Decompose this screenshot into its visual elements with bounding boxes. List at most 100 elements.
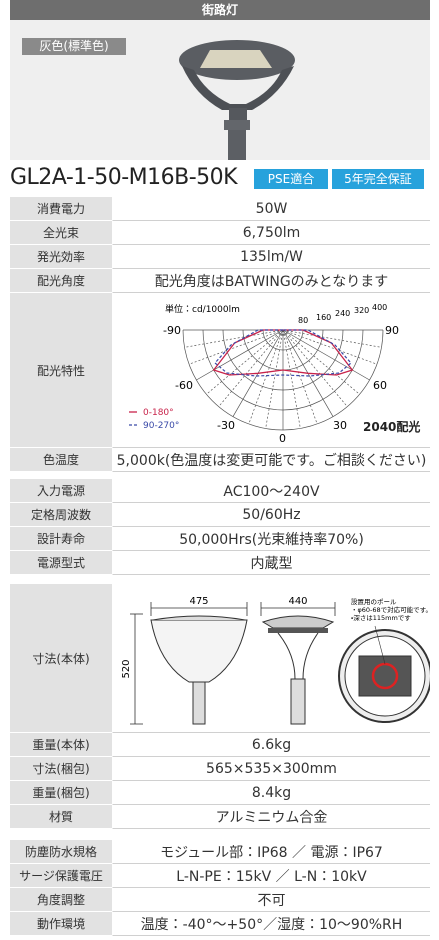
polar-chart: 単位：cd/1000lm 80 160 240 320 400 -90 90 -… bbox=[129, 303, 420, 445]
spec-label: 動作環境 bbox=[10, 912, 112, 935]
dimension-drawing: 475 440 520 設置用のポール ・φ60-68で対応可能です。 ・深さは… bbox=[121, 596, 430, 725]
spec-value: 温度：-40°〜+50°／湿度：10〜90%RH bbox=[112, 912, 430, 936]
spec-label: 電源型式 bbox=[10, 551, 112, 574]
spec-value: 6.6kg bbox=[112, 733, 430, 757]
spec-label: 消費電力 bbox=[10, 197, 112, 220]
shape-line bbox=[265, 329, 284, 429]
shape-line bbox=[218, 329, 284, 407]
shape-line bbox=[282, 329, 382, 348]
spec-row: 配光角度 配光角度はBATWINGのみとなります bbox=[10, 269, 430, 293]
spec-value: 5,000k(色温度は変更可能です。ご相談ください) bbox=[112, 448, 430, 472]
shape-line bbox=[282, 329, 301, 429]
radial-tick: 400 bbox=[372, 303, 387, 312]
lamp-illustration bbox=[179, 40, 295, 160]
spec-value: 475 440 520 設置用のポール ・φ60-68で対応可能です。 ・深さは… bbox=[112, 584, 430, 733]
shape-path bbox=[182, 66, 294, 110]
spec-value: AC100〜240V bbox=[112, 479, 430, 503]
spec-label: 色温度 bbox=[10, 448, 112, 471]
angle-label: 90 bbox=[385, 324, 399, 337]
shape-line bbox=[374, 625, 386, 665]
spec-value: モジュール部：IP68 ／ 電源：IP67 bbox=[112, 840, 430, 864]
spec-table: 入力電源 AC100〜240V 定格周波数 50/60Hz 設計寿命 50,000Hrs(… bbox=[10, 479, 430, 575]
spec-row: サージ保護電圧 L-N-PE：15kV ／ L-N：10kV bbox=[10, 864, 430, 888]
distribution-note: 2040配光 bbox=[363, 419, 420, 434]
shape-line bbox=[282, 329, 370, 381]
shape-line bbox=[184, 329, 284, 348]
spec-label: 配光角度 bbox=[10, 269, 112, 292]
shape-rect bbox=[229, 108, 247, 120]
shape-line bbox=[282, 329, 348, 407]
header-title: 街路灯 bbox=[10, 0, 430, 20]
spec-value: 50,000Hrs(光束維持率70%) bbox=[112, 527, 430, 551]
shape-g bbox=[182, 329, 384, 431]
spec-label: 全光束 bbox=[10, 221, 112, 244]
angle-label: -30 bbox=[217, 419, 235, 432]
spec-table: 寸法(本体) 475 440 520 設置用のポール ・φ60-68で対応可能で… bbox=[10, 584, 430, 829]
spec-label: 重量(本体) bbox=[10, 733, 112, 756]
spec-value: 不可 bbox=[112, 888, 430, 912]
legend-label: 90-270° bbox=[143, 421, 179, 431]
unit-label: 単位：cd/1000lm bbox=[165, 303, 240, 315]
spec-row: 動作環境 温度：-40°〜+50°／湿度：10〜90%RH bbox=[10, 912, 430, 936]
color-label: 灰色(標準色) bbox=[22, 38, 126, 55]
shape-line bbox=[206, 329, 284, 395]
badge: PSE適合 bbox=[254, 169, 328, 189]
spec-label: 寸法(本体) bbox=[10, 584, 112, 732]
spec-value: 配光角度はBATWINGのみとなります bbox=[112, 269, 430, 293]
spec-row: 配光特性 単位：cd/1000lm 80 160 240 320 400 -90… bbox=[10, 293, 430, 448]
spec-label: 発光効率 bbox=[10, 245, 112, 268]
spec-label: 材質 bbox=[10, 805, 112, 828]
spec-row: 発光効率 135lm/W bbox=[10, 245, 430, 269]
spec-label: 寸法(梱包) bbox=[10, 757, 112, 780]
shape-rect bbox=[192, 681, 206, 725]
spec-value: 単位：cd/1000lm 80 160 240 320 400 -90 90 -… bbox=[112, 293, 430, 448]
shape-line bbox=[282, 329, 378, 365]
angle-label: 30 bbox=[333, 419, 347, 432]
spec-row: 寸法(梱包) 565×535×300mm bbox=[10, 757, 430, 781]
product-photo: 灰色(標準色) bbox=[10, 20, 430, 160]
spec-value: 565×535×300mm bbox=[112, 757, 430, 781]
spec-label: 角度調整 bbox=[10, 888, 112, 911]
radial-tick: 160 bbox=[316, 313, 331, 322]
spec-value: 8.4kg bbox=[112, 781, 430, 805]
angle-label: 60 bbox=[373, 379, 387, 392]
spec-label: 設計寿命 bbox=[10, 527, 112, 550]
pole-note: ・φ60-68で対応可能です。 bbox=[351, 605, 430, 614]
dimension-depth: 440 bbox=[288, 596, 307, 607]
shape-rect bbox=[268, 628, 328, 633]
spec-row: 消費電力 50W bbox=[10, 197, 430, 221]
model-row: GL2A-1-50-M16B-50K PSE適合 5年完全保証 bbox=[10, 163, 430, 195]
angle-label: -90 bbox=[163, 324, 181, 337]
spec-label: 防塵防水規格 bbox=[10, 840, 112, 863]
spec-row: 色温度 5,000k(色温度は変更可能です。ご相談ください) bbox=[10, 448, 430, 472]
spec-row: 電源型式 内蔵型 bbox=[10, 551, 430, 575]
badge: 5年完全保証 bbox=[332, 169, 424, 189]
shape-path bbox=[152, 615, 246, 621]
spec-value: 50/60Hz bbox=[112, 503, 430, 527]
shape-path bbox=[277, 632, 319, 680]
shape-line bbox=[282, 329, 360, 395]
radial-tick: 320 bbox=[354, 306, 369, 315]
spec-value: 6,750lm bbox=[112, 221, 430, 245]
spec-value: 内蔵型 bbox=[112, 551, 430, 575]
spec-row: 寸法(本体) 475 440 520 設置用のポール ・φ60-68で対応可能で… bbox=[10, 584, 430, 733]
spec-row: 防塵防水規格 モジュール部：IP68 ／ 電源：IP67 bbox=[10, 840, 430, 864]
shape-path bbox=[150, 619, 248, 683]
shape-rect bbox=[358, 655, 412, 697]
spec-row: 材質 アルミニウム合金 bbox=[10, 805, 430, 829]
spec-value: 50W bbox=[112, 197, 430, 221]
shape-line bbox=[196, 329, 284, 381]
radial-tick: 240 bbox=[335, 309, 350, 318]
spec-value: L-N-PE：15kV ／ L-N：10kV bbox=[112, 864, 430, 888]
spec-label: 入力電源 bbox=[10, 479, 112, 502]
spec-row: 角度調整 不可 bbox=[10, 888, 430, 912]
spec-value: アルミニウム合金 bbox=[112, 805, 430, 829]
pole-note: 設置用のポール bbox=[351, 598, 397, 606]
spec-row: 定格周波数 50/60Hz bbox=[10, 503, 430, 527]
angle-label: -60 bbox=[175, 379, 193, 392]
dimension-height: 520 bbox=[121, 659, 132, 678]
spec-row: 重量(梱包) 8.4kg bbox=[10, 781, 430, 805]
dimension-width: 475 bbox=[189, 596, 208, 607]
